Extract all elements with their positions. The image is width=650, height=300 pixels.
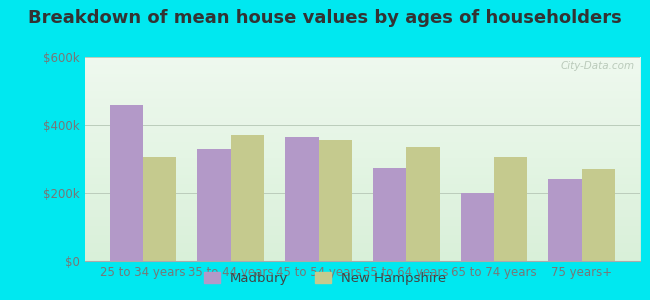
Bar [582,169,615,261]
Bar [494,157,527,261]
Bar [285,137,318,261]
Bar [461,193,494,261]
Text: Breakdown of mean house values by ages of householders: Breakdown of mean house values by ages o… [28,9,622,27]
Bar [231,135,264,261]
Bar [318,140,352,261]
Text: City-Data.com: City-Data.com [560,61,634,71]
Bar [406,147,439,261]
Bar [143,157,176,261]
Bar [198,149,231,261]
Bar [110,105,143,261]
Legend: Madbury, New Hampshire: Madbury, New Hampshire [198,267,452,290]
Bar [373,167,406,261]
Bar [549,179,582,261]
